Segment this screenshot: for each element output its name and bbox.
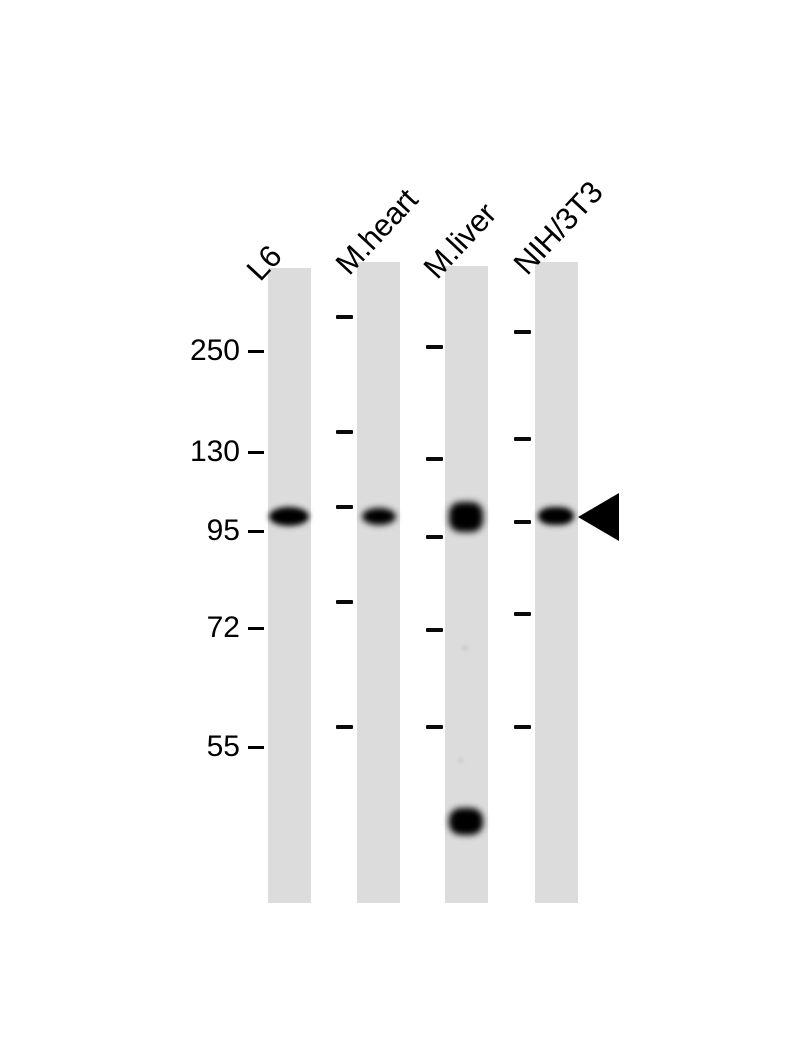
gap-tick — [426, 535, 443, 539]
mw-marker-250: 250 — [189, 334, 240, 367]
gap-tick — [426, 457, 443, 461]
gap-tick — [426, 345, 443, 349]
target-band-arrow-icon — [578, 493, 619, 541]
gap-tick — [426, 725, 443, 729]
gap-tick — [336, 430, 353, 434]
band-l6-100kda — [269, 507, 309, 526]
lane-artifact-speck — [458, 758, 463, 763]
lane-artifact-speck — [462, 645, 468, 651]
mw-tick-95 — [248, 530, 264, 533]
gap-tick — [514, 520, 531, 524]
lane-m-liver — [445, 266, 488, 903]
lane-nih-3t3 — [535, 262, 578, 903]
gap-tick — [514, 330, 531, 334]
mw-marker-95: 95 — [206, 514, 240, 547]
mw-marker-55: 55 — [206, 730, 240, 763]
band-m-heart-100kda — [362, 508, 396, 525]
gap-tick — [336, 505, 353, 509]
lane-l6 — [268, 268, 311, 903]
gap-tick — [336, 600, 353, 604]
band-m-liver-100kda — [449, 502, 483, 532]
mw-tick-130 — [248, 451, 264, 454]
lane-m-heart — [357, 262, 400, 903]
band-nih-3t3-100kda — [538, 507, 574, 525]
mw-marker-130: 130 — [189, 435, 240, 468]
gap-tick — [514, 437, 531, 441]
band-m-liver-45kda — [449, 808, 483, 835]
mw-tick-250 — [248, 350, 264, 353]
gap-tick — [514, 612, 531, 616]
gap-tick — [514, 725, 531, 729]
gap-tick — [426, 628, 443, 632]
mw-marker-72: 72 — [206, 611, 240, 644]
mw-tick-72 — [248, 627, 264, 630]
mw-tick-55 — [248, 746, 264, 749]
gap-tick — [336, 315, 353, 319]
gap-tick — [336, 725, 353, 729]
